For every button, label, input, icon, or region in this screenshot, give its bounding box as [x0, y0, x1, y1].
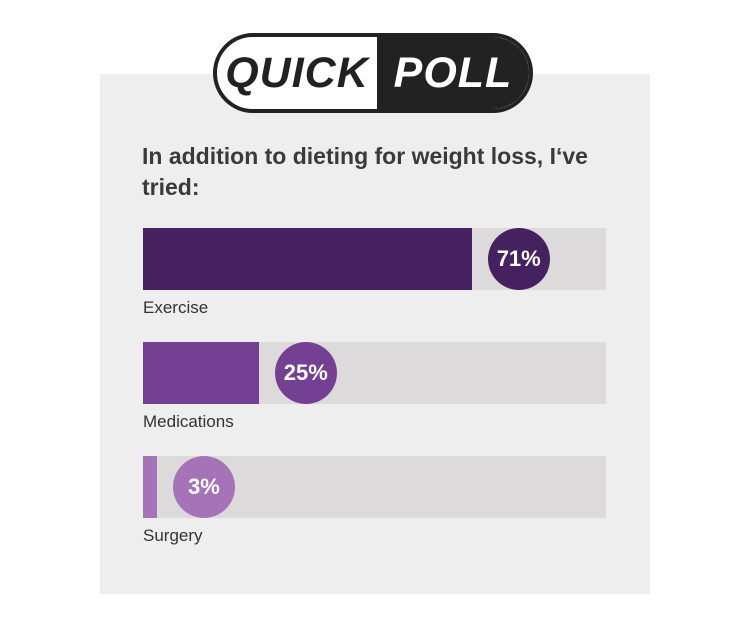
- bar-exercise: [143, 228, 472, 290]
- bar-row-surgery: 3% Surgery: [143, 456, 606, 545]
- bar-surgery: [143, 456, 157, 518]
- chart-title: In addition to dieting for weight loss, …: [142, 143, 588, 200]
- category-label-exercise: Exercise: [143, 298, 209, 317]
- badge-quick-label: QUICK: [225, 48, 369, 97]
- bar-medications: [143, 342, 259, 404]
- category-label-surgery: Surgery: [143, 526, 203, 545]
- badge-left: QUICK: [217, 37, 377, 109]
- bar-row-exercise: 71% Exercise: [143, 228, 606, 317]
- badge-right: POLL: [377, 37, 529, 109]
- bar-row-medications: 25% Medications: [143, 342, 606, 431]
- quick-poll-badge: QUICK POLL: [213, 33, 533, 113]
- badge-poll-label: POLL: [393, 48, 513, 97]
- value-label-medications: 25%: [274, 342, 337, 404]
- value-label-exercise: 71%: [487, 228, 550, 290]
- value-label-surgery: 3%: [172, 456, 235, 518]
- category-label-medications: Medications: [143, 412, 234, 431]
